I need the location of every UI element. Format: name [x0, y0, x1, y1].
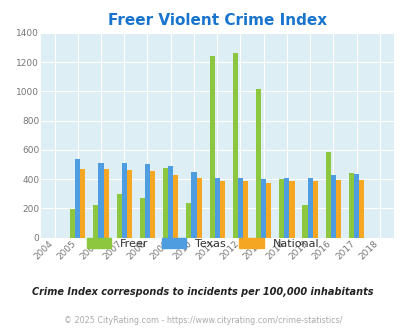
Bar: [335, 180, 340, 238]
Bar: [186, 203, 191, 238]
Bar: [325, 152, 330, 238]
Bar: [307, 178, 312, 238]
Bar: [289, 182, 294, 238]
Bar: [232, 53, 237, 238]
Bar: [196, 179, 201, 238]
Bar: [330, 175, 335, 238]
Legend: Freer, Texas, National: Freer, Texas, National: [82, 234, 323, 253]
Bar: [145, 164, 150, 238]
Bar: [80, 169, 85, 238]
Bar: [260, 179, 266, 238]
Bar: [284, 179, 289, 238]
Bar: [209, 56, 214, 238]
Bar: [139, 198, 145, 238]
Bar: [150, 171, 155, 238]
Bar: [237, 179, 243, 238]
Title: Freer Violent Crime Index: Freer Violent Crime Index: [107, 13, 326, 28]
Bar: [168, 166, 173, 238]
Bar: [214, 179, 219, 238]
Bar: [219, 181, 224, 238]
Bar: [302, 206, 307, 238]
Bar: [353, 174, 358, 238]
Bar: [98, 163, 103, 238]
Bar: [279, 179, 284, 238]
Bar: [173, 175, 178, 238]
Bar: [266, 183, 271, 238]
Bar: [358, 180, 363, 238]
Text: © 2025 CityRating.com - https://www.cityrating.com/crime-statistics/: © 2025 CityRating.com - https://www.city…: [64, 315, 341, 325]
Bar: [122, 163, 126, 238]
Bar: [348, 173, 353, 238]
Bar: [256, 89, 260, 238]
Bar: [163, 168, 168, 238]
Bar: [70, 209, 75, 238]
Bar: [93, 206, 98, 238]
Bar: [126, 170, 132, 238]
Bar: [75, 159, 80, 238]
Bar: [103, 169, 109, 238]
Text: Crime Index corresponds to incidents per 100,000 inhabitants: Crime Index corresponds to incidents per…: [32, 287, 373, 297]
Bar: [243, 181, 247, 238]
Bar: [312, 181, 317, 238]
Bar: [116, 194, 121, 238]
Bar: [191, 172, 196, 238]
